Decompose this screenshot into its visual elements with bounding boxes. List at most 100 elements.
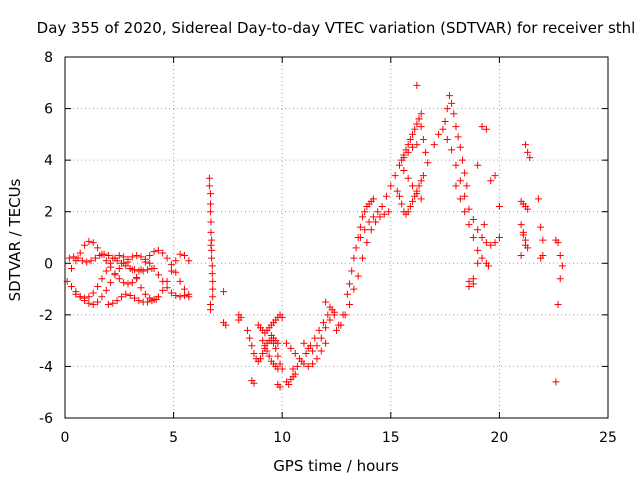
data-point-marker	[172, 268, 180, 276]
data-point-marker	[439, 125, 447, 133]
data-point-marker	[369, 195, 377, 203]
data-point-marker	[359, 254, 367, 262]
data-point-marker	[293, 362, 301, 370]
data-point-marker	[207, 190, 215, 198]
y-tick-label: 4	[44, 153, 53, 169]
data-point-marker	[343, 290, 351, 298]
data-point-marker	[126, 292, 134, 300]
data-point-marker	[346, 301, 354, 309]
data-point-marker	[102, 257, 110, 265]
data-point-marker	[100, 250, 108, 258]
data-point-marker	[109, 254, 117, 262]
data-point-marker	[359, 213, 367, 221]
data-point-marker	[469, 275, 477, 283]
data-point-marker	[91, 254, 99, 262]
data-point-marker	[417, 110, 425, 118]
data-point-marker	[122, 262, 130, 270]
data-point-marker	[128, 279, 136, 287]
data-point-marker	[330, 311, 338, 319]
data-point-marker	[413, 190, 421, 198]
data-point-marker	[209, 285, 217, 293]
data-point-marker	[104, 301, 112, 309]
data-point-marker	[159, 286, 167, 294]
data-point-marker	[487, 177, 495, 185]
x-tick-label: 25	[599, 430, 617, 446]
data-point-marker	[104, 252, 112, 260]
data-point-marker	[298, 357, 306, 365]
data-point-marker	[180, 252, 188, 260]
data-point-marker	[207, 200, 215, 208]
data-point-marker	[154, 271, 162, 279]
data-point-marker	[474, 226, 482, 234]
data-point-marker	[326, 316, 334, 324]
data-point-marker	[398, 156, 406, 164]
data-point-marker	[461, 208, 469, 216]
data-point-marker	[109, 299, 117, 307]
data-point-marker	[474, 259, 482, 267]
data-point-marker	[400, 166, 408, 174]
data-point-marker	[207, 228, 215, 236]
data-point-marker	[180, 292, 188, 300]
data-point-marker	[256, 355, 264, 363]
data-point-marker	[317, 334, 325, 342]
data-point-marker	[419, 172, 427, 180]
data-point-marker	[102, 267, 110, 275]
data-point-marker	[133, 275, 141, 283]
data-point-marker	[313, 355, 321, 363]
data-point-marker	[552, 378, 560, 386]
data-point-marker	[167, 289, 175, 297]
data-point-marker	[115, 264, 123, 272]
data-point-marker	[443, 136, 451, 144]
data-point-marker	[89, 239, 97, 247]
data-point-marker	[558, 262, 566, 270]
data-point-marker	[289, 365, 297, 373]
grid	[65, 57, 608, 418]
data-point-marker	[406, 136, 414, 144]
data-point-marker	[208, 262, 216, 270]
data-point-marker	[372, 218, 380, 226]
data-point-marker	[250, 379, 258, 387]
data-point-marker	[148, 297, 156, 305]
data-point-marker	[452, 123, 460, 131]
data-point-marker	[456, 195, 464, 203]
data-point-marker	[94, 282, 102, 290]
data-point-marker	[208, 270, 216, 278]
data-point-marker	[348, 267, 356, 275]
data-point-marker	[85, 299, 93, 307]
data-point-marker	[124, 280, 132, 288]
x-axis-label: GPS time / hours	[273, 457, 399, 475]
data-point-marker	[172, 257, 180, 265]
x-tick-label: 0	[61, 430, 70, 446]
y-tick-label: 0	[44, 256, 53, 272]
data-point-marker	[144, 298, 152, 306]
data-point-marker	[207, 218, 215, 226]
data-point-marker	[144, 266, 152, 274]
data-point-marker	[356, 234, 364, 241]
data-point-marker	[128, 253, 136, 261]
data-point-marker	[102, 286, 110, 294]
data-point-marker	[322, 298, 330, 306]
data-point-marker	[409, 182, 417, 190]
data-point-marker	[441, 117, 449, 125]
data-points	[63, 81, 566, 391]
data-point-marker	[146, 259, 154, 267]
data-point-marker	[478, 234, 486, 241]
data-point-marker	[404, 141, 412, 149]
data-point-marker	[259, 350, 267, 358]
data-point-marker	[68, 282, 76, 290]
data-point-marker	[378, 203, 386, 211]
data-point-marker	[539, 236, 547, 244]
data-point-marker	[208, 254, 216, 262]
data-point-marker	[346, 280, 354, 288]
data-point-marker	[76, 249, 84, 257]
data-point-marker	[461, 169, 469, 177]
data-point-marker	[322, 339, 330, 347]
data-point-marker	[524, 148, 532, 156]
data-point-marker	[148, 264, 156, 272]
data-point-marker	[458, 156, 466, 164]
data-point-marker	[68, 264, 76, 272]
data-point-marker	[415, 115, 423, 123]
data-point-marker	[317, 347, 325, 355]
data-point-marker	[150, 248, 158, 256]
data-point-marker	[398, 200, 406, 208]
